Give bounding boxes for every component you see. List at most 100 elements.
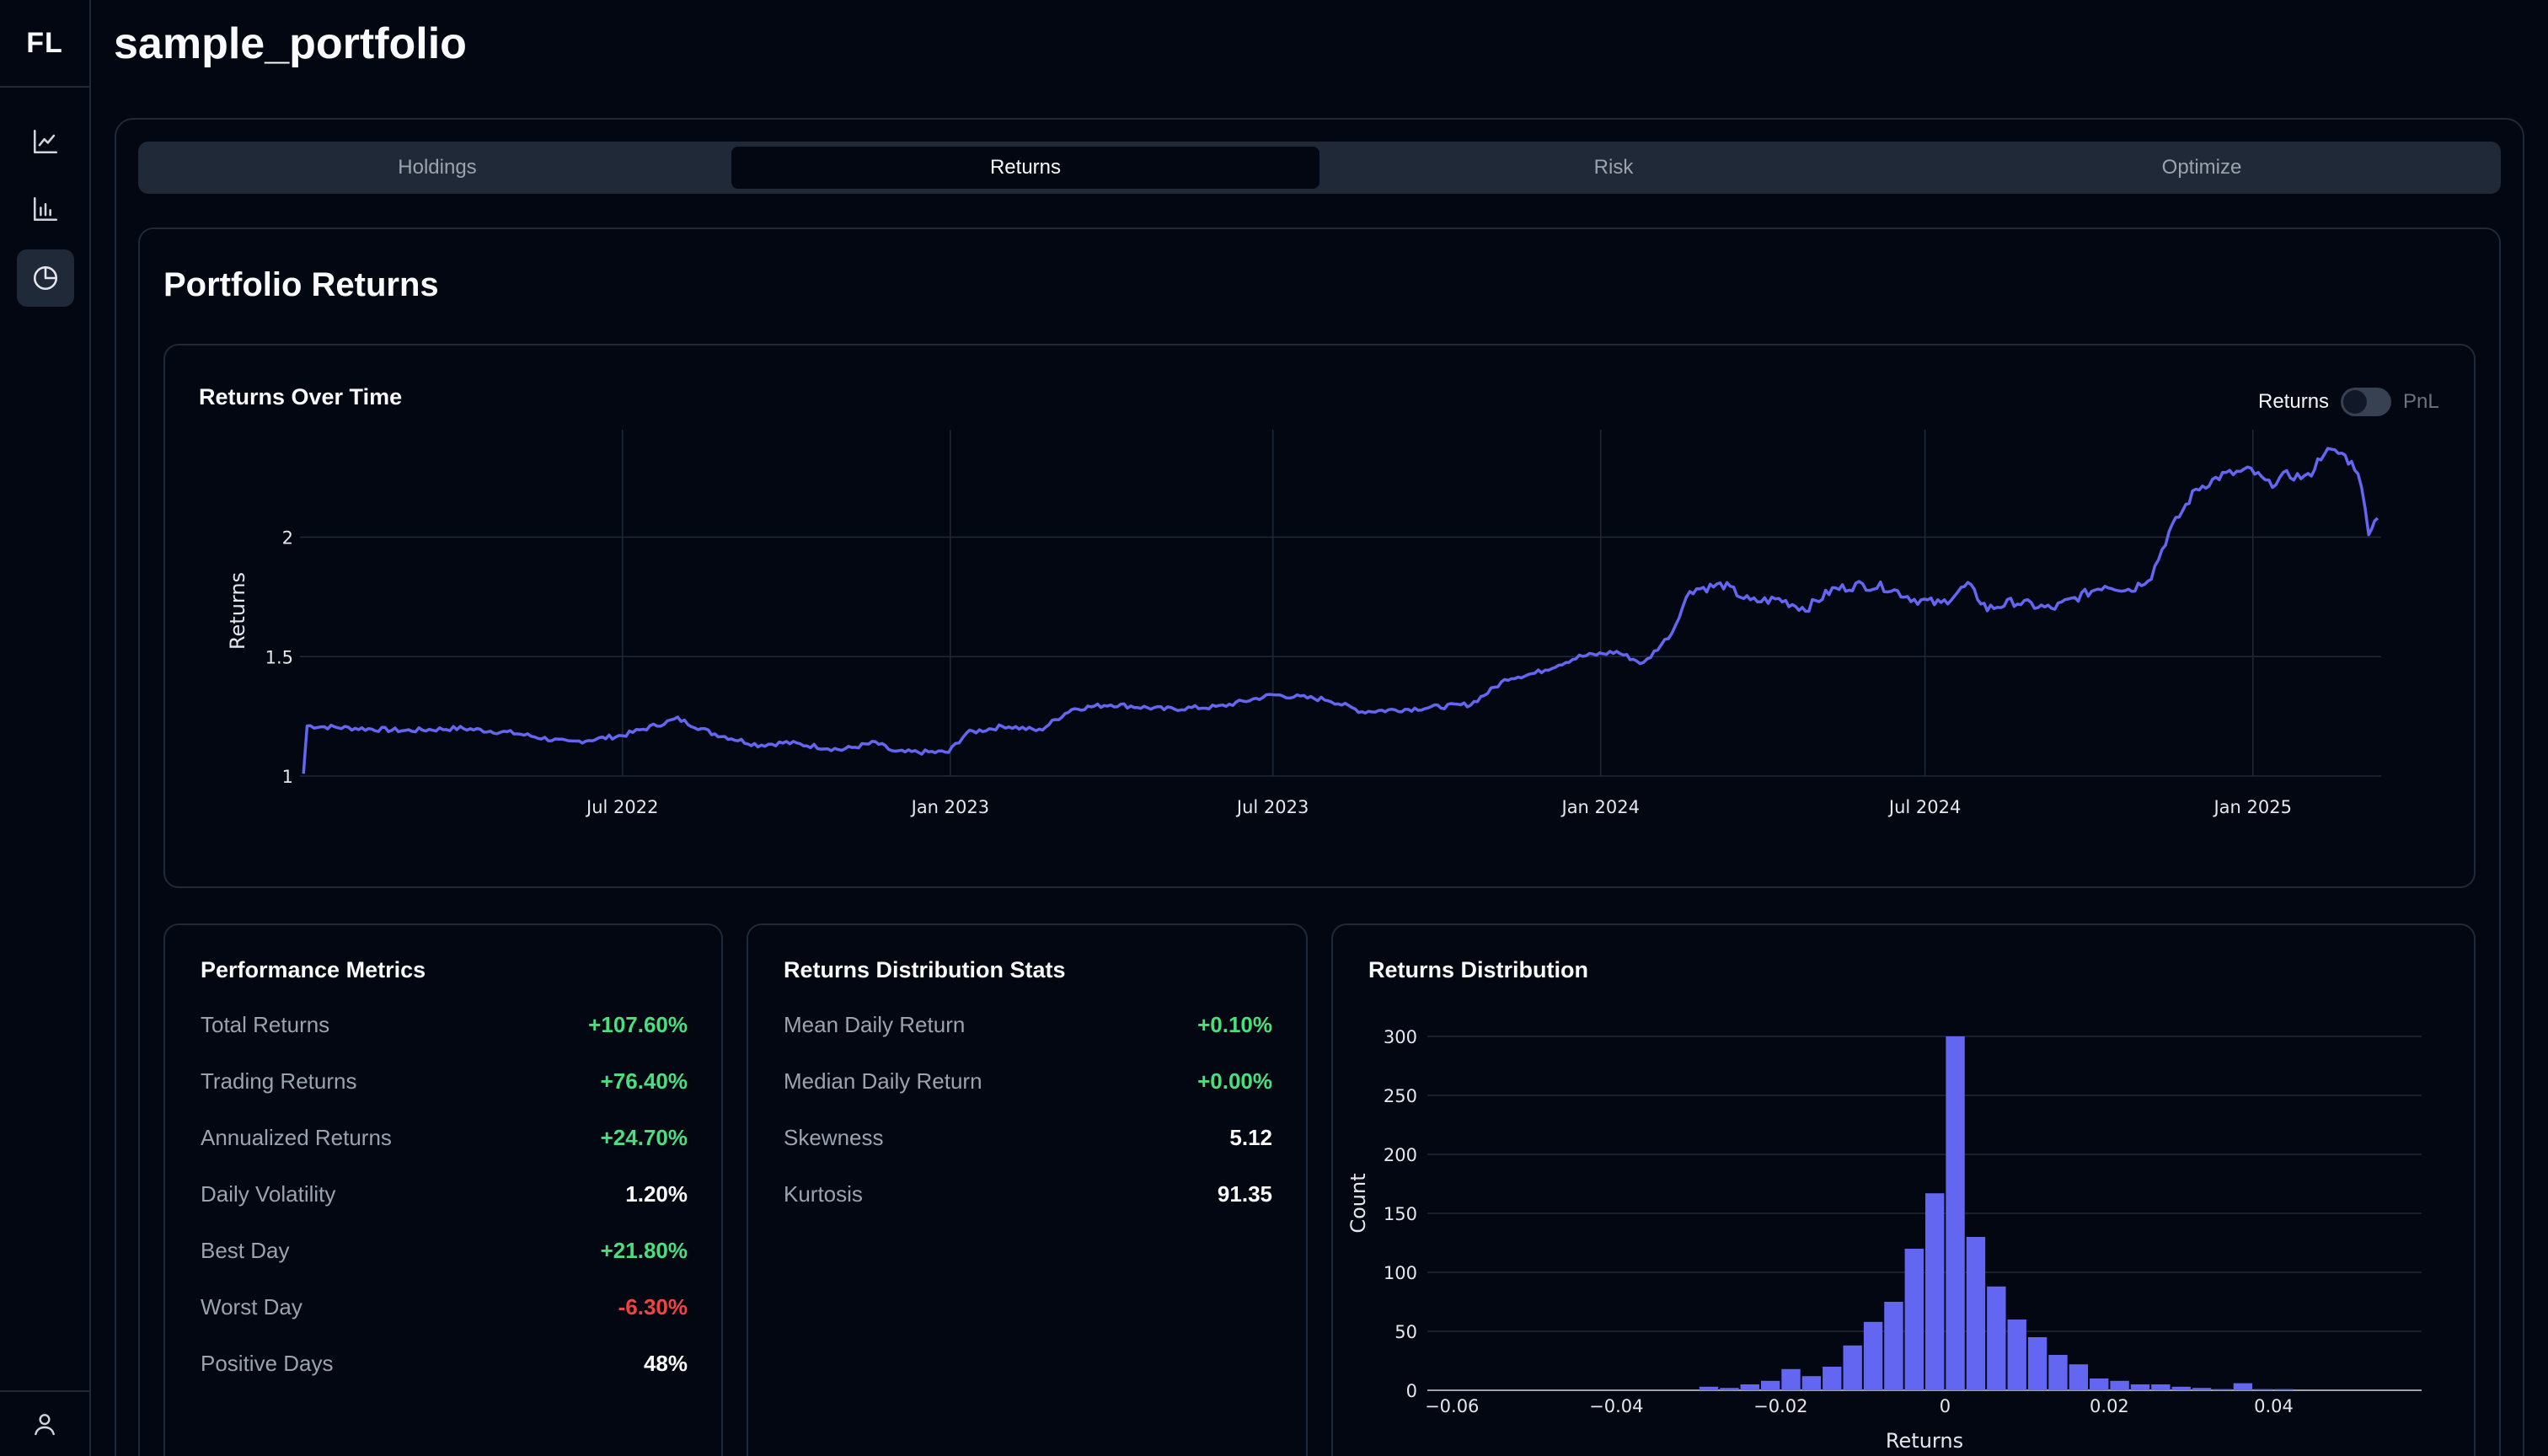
x-tick-label: Jan 2025 (2212, 797, 2292, 817)
returns-line-chart: 11.52 Jul 2022 Jan 2023 Jul 2023 Jan 2024 Ju… (226, 430, 2381, 817)
line-chart-x-ticks: Jul 2022 Jan 2023 Jul 2023 Jan 2024 Jul 2024… (585, 797, 2292, 817)
performance-metric-value: 48% (643, 1350, 688, 1376)
histogram-bar (2171, 1386, 2191, 1390)
performance-metrics-card: Performance Metrics Total Returns +107.60… (163, 923, 723, 1456)
y-tick-label: 0 (1406, 1381, 1417, 1401)
performance-metric-value: -6.30% (618, 1293, 688, 1320)
performance-metric-row: Daily Volatility 1.20% (165, 1177, 721, 1211)
histogram-bar (2233, 1383, 2253, 1390)
tab-risk[interactable]: Risk (1593, 156, 1634, 179)
pie-chart-icon (33, 265, 58, 291)
app-logo[interactable]: FL (0, 0, 89, 88)
distribution-stat-label: Skewness (784, 1124, 884, 1150)
nav-bar-chart[interactable] (17, 180, 74, 238)
x-tick-label: Jul 2022 (585, 797, 658, 817)
tab-optimize[interactable]: Optimize (2161, 156, 2242, 179)
histogram-bar (2027, 1337, 2048, 1390)
distribution-stat-label: Median Daily Return (784, 1068, 982, 1094)
page-title: sample_portfolio (114, 19, 467, 68)
y-tick-label: 100 (1384, 1263, 1417, 1283)
performance-metric-value: +76.40% (600, 1068, 688, 1094)
x-tick-label: −0.02 (1753, 1396, 1807, 1416)
distribution-stats-card: Returns Distribution Stats Mean Daily Re… (747, 923, 1308, 1456)
histogram-bar (1720, 1388, 1739, 1390)
y-tick-label: 1.5 (265, 647, 293, 667)
histogram-bar (1823, 1367, 1842, 1390)
y-tick-label: 2 (282, 528, 293, 549)
histogram-bar (2213, 1389, 2232, 1390)
performance-metric-label: Total Returns (201, 1011, 330, 1037)
x-tick-label: −0.04 (1589, 1396, 1643, 1416)
histogram-y-label: Count (1346, 1173, 1370, 1233)
histogram-bar (2007, 1320, 2026, 1390)
user-icon[interactable] (31, 1410, 58, 1437)
x-tick-label: Jul 2024 (1887, 797, 1961, 817)
histogram-bar (1925, 1193, 1945, 1390)
histogram-bar (1863, 1321, 1883, 1390)
distribution-stat-label: Kurtosis (784, 1180, 863, 1207)
y-tick-label: 300 (1384, 1027, 1417, 1047)
returns-distribution-title: Returns Distribution (1368, 957, 1588, 982)
distribution-stat-row: Median Daily Return +0.00% (748, 1064, 1306, 1098)
performance-metric-label: Positive Days (201, 1350, 334, 1376)
distribution-stat-value: +0.00% (1197, 1068, 1272, 1094)
line-chart-y-label: Returns (226, 572, 249, 650)
histogram-bar (2069, 1364, 2089, 1390)
histogram-bar (2090, 1378, 2109, 1390)
distribution-stat-row: Mean Daily Return +0.10% (748, 1008, 1306, 1041)
histogram-grid (1427, 1036, 2422, 1391)
histogram-bar (1946, 1036, 1965, 1390)
x-tick-label: Jul 2023 (1235, 797, 1309, 817)
distribution-stat-value: 5.12 (1229, 1124, 1272, 1150)
performance-metric-value: +21.80% (600, 1237, 688, 1263)
histogram-bars (1699, 1036, 2294, 1390)
histogram-x-label: Returns (1886, 1429, 1963, 1453)
returns-histogram: 0 50 100 150 200 250 300 −0.06 −0.04 −0.02 0 0.02 0… (1346, 1027, 2422, 1453)
returns-panel (138, 228, 2501, 1456)
y-tick-label: 150 (1384, 1204, 1417, 1224)
line-chart-grid (300, 430, 2381, 777)
performance-metric-value: 1.20% (625, 1180, 688, 1207)
line-chart-icon (33, 129, 58, 154)
returns-over-time-card (163, 344, 2476, 888)
toggle-switch[interactable] (2341, 388, 2392, 416)
performance-metric-label: Daily Volatility (201, 1180, 336, 1207)
bar-chart-icon (33, 196, 58, 222)
performance-metric-row: Worst Day -6.30% (165, 1290, 721, 1324)
distribution-stat-row: Skewness 5.12 (748, 1121, 1306, 1154)
tab-returns[interactable]: Returns (731, 147, 1320, 189)
sidebar: FL (0, 0, 91, 1456)
distribution-stat-value: +0.10% (1197, 1011, 1272, 1037)
y-tick-label: 1 (282, 767, 293, 787)
distribution-stat-label: Mean Daily Return (784, 1011, 966, 1037)
performance-metric-label: Annualized Returns (201, 1124, 392, 1150)
y-tick-label: 250 (1384, 1086, 1417, 1106)
histogram-y-ticks: 0 50 100 150 200 250 300 (1384, 1027, 1417, 1401)
histogram-bar (1740, 1384, 1759, 1390)
returns-series-line (302, 447, 2379, 774)
tab-bar: Holdings Returns Risk Optimize (138, 142, 2501, 194)
histogram-bar (1801, 1376, 1822, 1390)
distribution-stat-value: 91.35 (1217, 1180, 1272, 1207)
performance-metric-row: Total Returns +107.60% (165, 1008, 721, 1041)
x-tick-label: Jan 2024 (1560, 797, 1641, 817)
toggle-label-returns[interactable]: Returns (2258, 390, 2330, 413)
histogram-bar (1966, 1237, 1986, 1390)
histogram-bar (1987, 1286, 2006, 1390)
performance-metric-label: Best Day (201, 1237, 290, 1263)
histogram-bar (2192, 1388, 2212, 1390)
nav-line-chart[interactable] (17, 113, 74, 170)
returns-chart-title: Returns Over Time (199, 384, 403, 410)
sidebar-footer (0, 1390, 89, 1456)
performance-metric-row: Best Day +21.80% (165, 1234, 721, 1267)
x-tick-label: −0.06 (1425, 1396, 1479, 1416)
toggle-label-pnl[interactable]: PnL (2403, 390, 2439, 413)
histogram-bar (1843, 1345, 1862, 1390)
performance-metric-label: Worst Day (201, 1293, 302, 1320)
tab-holdings[interactable]: Holdings (398, 156, 477, 179)
nav-pie-chart[interactable] (17, 249, 74, 307)
histogram-bar (2151, 1384, 2171, 1390)
histogram-bar (2110, 1380, 2129, 1390)
performance-metric-value: +107.60% (588, 1011, 688, 1037)
